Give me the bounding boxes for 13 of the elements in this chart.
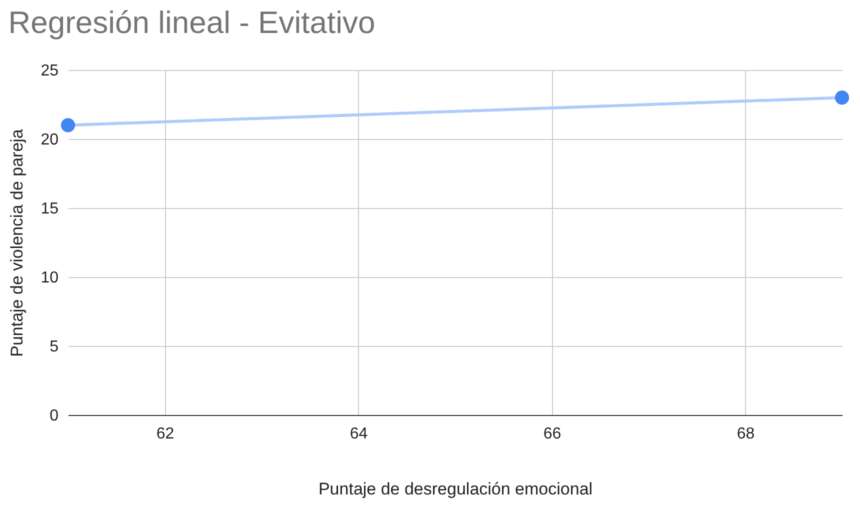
y-tick-label: 25 — [40, 62, 59, 80]
y-tick-label: 20 — [40, 132, 59, 148]
x-tick-label: 62 — [156, 426, 174, 442]
y-tick-label: 15 — [40, 200, 59, 218]
y-axis-title: Puntaje de violencia de pareja — [8, 128, 27, 357]
x-tick-label: 68 — [736, 426, 755, 442]
x-tick-label: 66 — [543, 426, 562, 442]
x-tick-label: 64 — [350, 426, 368, 442]
y-tick-label: 5 — [50, 338, 59, 356]
x-axis-title: Puntaje de desregulación emocional — [318, 480, 593, 498]
y-tick-label: 0 — [50, 408, 59, 424]
y-tick-label: 10 — [40, 270, 59, 286]
chart-title: Regresión lineal - Evitativo — [8, 5, 376, 40]
